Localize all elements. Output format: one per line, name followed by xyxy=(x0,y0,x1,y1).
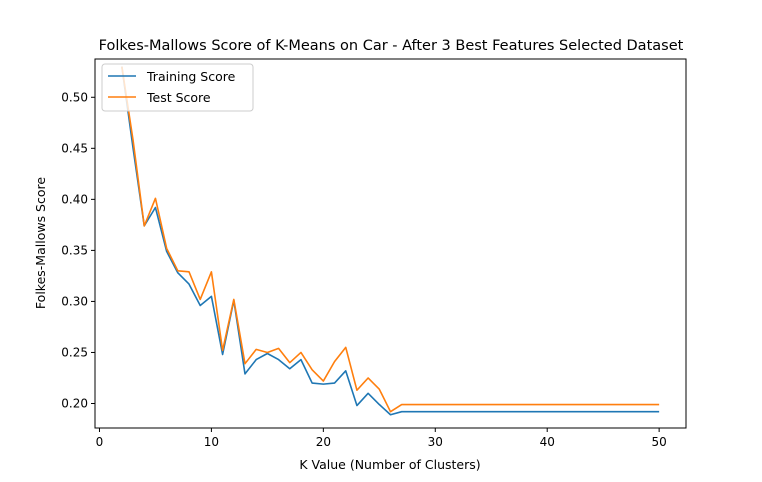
legend-label-test: Test Score xyxy=(146,90,211,105)
series-line-test xyxy=(121,66,660,413)
legend: Training Score Test Score xyxy=(101,63,254,112)
y-tick-label: 0.50 xyxy=(61,90,88,104)
y-axis: 0.20 0.25 0.30 0.35 0.40 0.45 0.50 xyxy=(61,90,95,411)
x-tick-label: 20 xyxy=(316,435,331,449)
series-line-training xyxy=(121,66,660,416)
y-tick-label: 0.35 xyxy=(61,243,88,257)
series-layer xyxy=(121,66,660,416)
x-axis: 0 10 20 30 40 50 xyxy=(96,428,667,449)
y-tick-label: 0.20 xyxy=(61,397,88,411)
chart-title: Folkes-Mallows Score of K-Means on Car -… xyxy=(99,38,684,54)
legend-box xyxy=(101,63,254,112)
y-tick-label: 0.25 xyxy=(61,345,88,359)
x-tick-label: 10 xyxy=(204,435,219,449)
x-tick-label: 30 xyxy=(428,435,443,449)
x-tick-label: 40 xyxy=(540,435,555,449)
legend-label-training: Training Score xyxy=(146,69,236,84)
x-tick-label: 50 xyxy=(651,435,666,449)
x-axis-label: K Value (Number of Clusters) xyxy=(299,457,480,472)
x-tick-label: 0 xyxy=(96,435,104,449)
y-axis-label: Folkes-Mallows Score xyxy=(33,177,48,309)
y-tick-label: 0.40 xyxy=(61,192,88,206)
y-tick-label: 0.45 xyxy=(61,141,88,155)
y-tick-label: 0.30 xyxy=(61,294,88,308)
plot-frame xyxy=(94,58,687,429)
